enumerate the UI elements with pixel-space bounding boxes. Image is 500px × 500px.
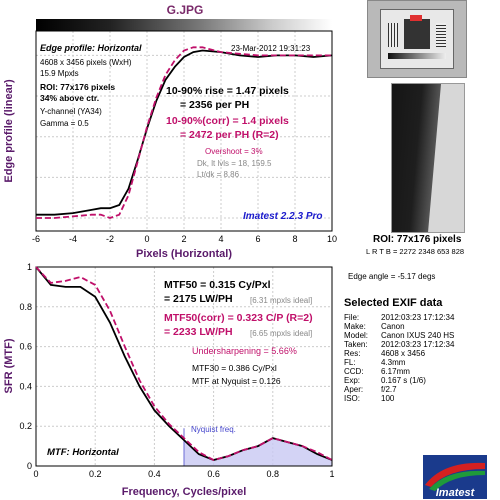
edge-gamma: Gamma = 0.5 — [40, 119, 89, 128]
edge-levels: Dk, lt lvls = 18, 159.5 — [197, 159, 272, 168]
edge-x-tick-label: 10 — [327, 234, 337, 244]
edge-series-measured — [36, 49, 333, 216]
exif-row: CCD: 6.17mm — [344, 367, 410, 376]
edge-y-label: Edge profile (linear) — [3, 79, 15, 183]
edge-plot-frame — [35, 30, 333, 232]
edge-series-corrected — [36, 46, 332, 219]
mtf-ideal-1: [6.31 mpxls ideal] — [250, 296, 313, 305]
edge-info-0: 4608 x 3456 pixels (WxH) — [40, 58, 132, 67]
mtf-at-nyquist: MTF at Nyquist = 0.126 — [192, 376, 281, 386]
exif-title: Selected EXIF data — [344, 297, 443, 309]
edge-overshoot: Overshoot = 3% — [205, 147, 263, 156]
mtf-y-tick-label: 0 — [27, 461, 32, 471]
edge-roi-pos: 34% above ctr. — [40, 93, 100, 103]
edge-x-tick-label: -6 — [32, 234, 40, 244]
edge-corr-1: 10-90%(corr) = 1.4 pixels — [166, 115, 289, 127]
mtf-chart: 0 0.2 0.4 0.6 0.8 1 0 0.2 0.4 0.6 0.8 1 Frequency, … — [3, 262, 335, 498]
mtf-x-tick-label: 0.6 — [207, 469, 220, 479]
imatest-logo: Imatest — [423, 455, 487, 499]
mtf-x-label: Frequency, Cycles/pixel — [122, 486, 247, 498]
test-chart-thumbnail — [367, 0, 467, 78]
edge-channel: Y-channel (YA34) — [40, 107, 102, 116]
exif-row: ISO: 100 — [344, 394, 395, 403]
exif-row: Model: Canon IXUS 240 HS — [344, 331, 455, 340]
mtf-panel-name: MTF: Horizontal — [47, 447, 119, 458]
mtf-series-corrected — [35, 266, 333, 461]
mtf30: MTF30 = 0.386 Cy/Pxl — [192, 363, 277, 373]
edge-x-tick-label: -2 — [106, 234, 114, 244]
exif-row: Make: Canon — [344, 322, 405, 331]
edge-panel-name: Edge profile: Horizontal — [40, 43, 142, 53]
mtf-y-tick-label: 1 — [27, 262, 32, 272]
mtf-undersharpening: Undersharpening = 5.66% — [192, 346, 297, 356]
mtf-x-tick-label: 0.4 — [148, 469, 161, 479]
edge-x-ticks: -6 -4 -2 0 2 4 6 8 10 — [32, 234, 337, 244]
edge-corr-2: = 2472 per PH (R=2) — [180, 129, 279, 141]
logo-text: Imatest — [436, 487, 476, 499]
edge-profile-chart: -6 -4 -2 0 2 4 6 8 10 Pixels (Horizontal) Edge p… — [3, 30, 337, 260]
edge-date: 23-Mar-2012 19:31:23 — [231, 44, 311, 53]
mtf-x-tick-label: 0.2 — [89, 469, 102, 479]
edge-grid — [35, 31, 333, 231]
mtf-series-measured — [35, 266, 333, 461]
nyquist-label: Nyquist freq. — [191, 425, 236, 434]
edge-x-tick-label: 2 — [181, 234, 186, 244]
exif-list: File: 2012:03:23 17:12:34 Make: Canon Mode… — [344, 313, 454, 403]
edge-rise-1: 10-90% rise = 1.47 pixels — [166, 85, 289, 97]
edge-info-1: 15.9 Mpxls — [40, 69, 79, 78]
mtf-x-tick-label: 0.8 — [267, 469, 280, 479]
mtf-y-tick-label: 0.6 — [19, 342, 32, 352]
mtf-y-tick-label: 0.4 — [19, 381, 32, 391]
roi-title: ROI: 77x176 pixels — [373, 234, 462, 245]
page-title: G.JPG — [166, 3, 204, 17]
mtf-ticks: 0 0.2 0.4 0.6 0.8 1 0 0.2 0.4 0.6 0.8 1 — [19, 262, 334, 479]
mtf-x-tick-label: 1 — [329, 469, 334, 479]
edge-roi: ROI: 77x176 pixels — [40, 82, 116, 92]
edge-x-tick-label: 8 — [292, 234, 297, 244]
exif-row: Exp: 0.167 s (1/6) — [344, 376, 426, 385]
exif-row: Res: 4608 x 3456 — [344, 349, 426, 358]
mtf50-corr: MTF50(corr) = 0.323 C/P (R=2) — [164, 312, 313, 324]
exif-row: Aper: f/2.7 — [344, 385, 397, 394]
edge-rise-2: = 2356 per PH — [180, 99, 250, 111]
mtf50-lwph: = 2175 LW/PH — [164, 293, 233, 305]
mtf-y-label: SFR (MTF) — [3, 338, 15, 393]
mtf-x-tick-label: 0 — [33, 469, 38, 479]
mtf-y-tick-label: 0.2 — [19, 421, 32, 431]
imatest-version: Imatest 2.2.3 Pro — [243, 211, 323, 222]
mtf50-corr-lwph: = 2233 LW/PH — [164, 326, 233, 338]
mtf-nyquist-area — [184, 438, 332, 466]
edge-x-tick-label: 6 — [255, 234, 260, 244]
edge-x-label: Pixels (Horizontal) — [136, 248, 232, 260]
mtf50: MTF50 = 0.315 Cy/Pxl — [164, 279, 271, 291]
edge-angle: Edge angle = -5.17 degs — [348, 272, 436, 281]
mtf-ideal-2: [6.65 mpxls ideal] — [250, 329, 313, 338]
edge-x-tick-label: 0 — [144, 234, 149, 244]
edge-x-tick-label: 4 — [218, 234, 223, 244]
gradient-bar — [36, 19, 332, 31]
edge-x-tick-label: -4 — [69, 234, 77, 244]
edge-ltdk: Lt/dk = 8.86 — [197, 170, 240, 179]
exif-row: FL: 4.3mm — [344, 358, 406, 367]
mtf-y-tick-label: 0.8 — [19, 302, 32, 312]
exif-row: File: 2012:03:23 17:12:34 — [344, 313, 455, 322]
exif-row: Taken: 2012:03:23 17:12:34 — [344, 340, 455, 349]
mtf-plot-frame — [35, 266, 333, 467]
roi-crop-image — [391, 83, 465, 233]
roi-lrtb: L R T B = 2272 2348 653 828 — [366, 247, 465, 256]
